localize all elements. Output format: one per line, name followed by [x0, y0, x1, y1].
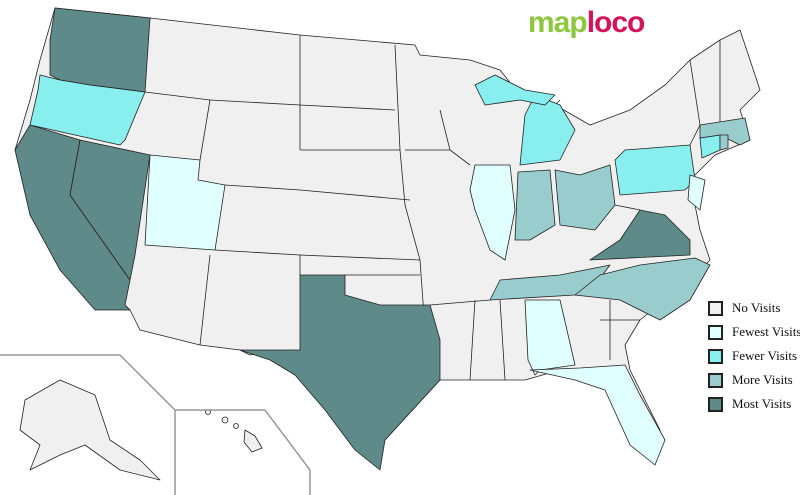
- state-washington: [49, 7, 151, 93]
- state-michigan: [519, 94, 576, 166]
- state-indiana: [514, 169, 556, 241]
- state-rhode-island: [719, 134, 729, 151]
- legend-item: Most Visits: [708, 392, 800, 416]
- legend-item: More Visits: [708, 368, 800, 392]
- hawaii-island: [233, 423, 239, 429]
- state-ohio: [554, 164, 616, 231]
- state-north-carolina: [574, 257, 711, 321]
- legend-item: No Visits: [708, 296, 800, 320]
- state-illinois: [469, 164, 516, 261]
- inset-frame-hawaii: [175, 409, 311, 495]
- state-utah: [144, 154, 226, 251]
- legend: No Visits Fewest Visits Fewer Visits More V…: [708, 296, 800, 416]
- state-massachusetts: [699, 117, 751, 146]
- inset-frame-alaska: [0, 354, 176, 495]
- legend-label: More Visits: [732, 372, 793, 387]
- state-nevada: [69, 139, 151, 281]
- state-michigan: [474, 74, 556, 106]
- legend-label: No Visits: [732, 300, 781, 315]
- legend-swatch: [708, 372, 723, 388]
- legend-label: Fewer Visits: [732, 348, 798, 363]
- state-new-jersey: [687, 174, 706, 211]
- state-oregon: [29, 74, 146, 146]
- maploco-logo: maploco: [528, 6, 645, 39]
- legend-swatch: [708, 396, 723, 412]
- state-texas: [239, 274, 441, 471]
- hawaii: [243, 429, 263, 453]
- legend-swatch: [708, 324, 723, 340]
- hawaii-island: [221, 416, 229, 424]
- legend-swatch: [708, 300, 723, 316]
- state-pennsylvania: [614, 144, 696, 196]
- legend-label: Most Visits: [732, 396, 792, 411]
- legend-item: Fewer Visits: [708, 344, 800, 368]
- legend-label: Fewest Visits: [732, 324, 800, 339]
- legend-item: Fewest Visits: [708, 320, 800, 344]
- alaska: [19, 379, 161, 481]
- legend-swatch: [708, 348, 723, 364]
- state-virginia: [589, 209, 691, 261]
- state-florida: [529, 364, 666, 466]
